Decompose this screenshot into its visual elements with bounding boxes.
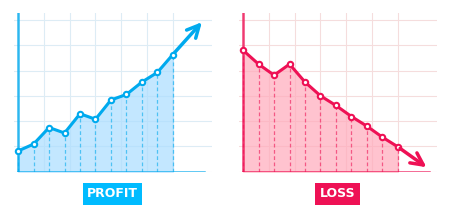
- Point: [363, 124, 370, 128]
- Point: [255, 62, 262, 66]
- Point: [394, 145, 401, 149]
- Point: [123, 93, 130, 96]
- Point: [333, 104, 340, 107]
- Point: [302, 80, 309, 84]
- Point: [348, 115, 355, 118]
- Text: PROFIT: PROFIT: [87, 187, 138, 200]
- Point: [317, 94, 324, 98]
- Point: [108, 98, 115, 102]
- Point: [92, 117, 99, 121]
- Point: [61, 131, 68, 135]
- Point: [14, 149, 22, 153]
- Point: [76, 112, 84, 116]
- Point: [138, 80, 145, 84]
- Point: [239, 49, 247, 52]
- Point: [286, 62, 293, 66]
- Point: [270, 73, 278, 77]
- Point: [169, 53, 176, 56]
- Point: [154, 71, 161, 74]
- Text: LOSS: LOSS: [320, 187, 356, 200]
- Point: [30, 142, 37, 146]
- Point: [45, 126, 53, 129]
- Point: [379, 135, 386, 139]
